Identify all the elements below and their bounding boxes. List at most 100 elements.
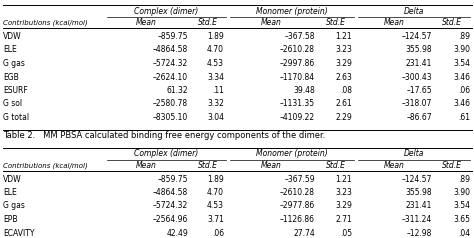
- Text: –2624.10: –2624.10: [153, 73, 188, 81]
- Text: 2.63: 2.63: [335, 73, 352, 81]
- Text: .04: .04: [458, 228, 470, 238]
- Text: 2.61: 2.61: [335, 99, 352, 109]
- Text: Std.E: Std.E: [198, 160, 218, 169]
- Text: –12.98: –12.98: [407, 228, 432, 238]
- Text: 2.71: 2.71: [335, 215, 352, 224]
- Text: Delta: Delta: [404, 149, 424, 159]
- Text: 355.98: 355.98: [405, 188, 432, 197]
- Text: 4.53: 4.53: [207, 202, 224, 210]
- Text: 3.54: 3.54: [453, 202, 470, 210]
- Text: Std.E: Std.E: [198, 18, 218, 27]
- Text: –318.07: –318.07: [401, 99, 432, 109]
- Text: ELE: ELE: [3, 188, 17, 197]
- Text: G gas: G gas: [3, 202, 25, 210]
- Text: 2.29: 2.29: [335, 113, 352, 122]
- Text: Monomer (protein): Monomer (protein): [256, 149, 328, 159]
- Text: –311.24: –311.24: [402, 215, 432, 224]
- Text: 1.89: 1.89: [207, 174, 224, 183]
- Text: EPB: EPB: [3, 215, 18, 224]
- Text: 3.90: 3.90: [453, 45, 470, 55]
- Text: .05: .05: [340, 228, 352, 238]
- Text: –2977.86: –2977.86: [280, 202, 315, 210]
- Text: –2580.78: –2580.78: [153, 99, 188, 109]
- Text: ECAVITY: ECAVITY: [3, 228, 35, 238]
- Text: 1.89: 1.89: [207, 32, 224, 41]
- Text: 3.32: 3.32: [207, 99, 224, 109]
- Text: –124.57: –124.57: [401, 32, 432, 41]
- Text: –5724.32: –5724.32: [153, 202, 188, 210]
- Text: EGB: EGB: [3, 73, 19, 81]
- Text: –8305.10: –8305.10: [153, 113, 188, 122]
- Text: –1170.84: –1170.84: [280, 73, 315, 81]
- Text: 4.70: 4.70: [207, 45, 224, 55]
- Text: 3.34: 3.34: [207, 73, 224, 81]
- Text: Mean: Mean: [261, 160, 282, 169]
- Text: –86.67: –86.67: [406, 113, 432, 122]
- Text: 3.65: 3.65: [453, 215, 470, 224]
- Text: –124.57: –124.57: [401, 174, 432, 183]
- Text: Mean: Mean: [136, 160, 157, 169]
- Text: 3.46: 3.46: [453, 73, 470, 81]
- Text: 3.90: 3.90: [453, 188, 470, 197]
- Text: –859.75: –859.75: [157, 174, 188, 183]
- Text: –300.43: –300.43: [401, 73, 432, 81]
- Text: –5724.32: –5724.32: [153, 59, 188, 68]
- Text: 3.29: 3.29: [335, 59, 352, 68]
- Text: –367.59: –367.59: [284, 174, 315, 183]
- Text: Complex (dimer): Complex (dimer): [134, 7, 199, 16]
- Text: Std.E: Std.E: [326, 160, 346, 169]
- Text: .89: .89: [458, 174, 470, 183]
- Text: 3.71: 3.71: [207, 215, 224, 224]
- Text: Std.E: Std.E: [442, 18, 462, 27]
- Text: 3.23: 3.23: [335, 45, 352, 55]
- Text: 1.21: 1.21: [336, 174, 352, 183]
- Text: .89: .89: [458, 32, 470, 41]
- Text: ESURF: ESURF: [3, 86, 28, 95]
- Text: –2610.28: –2610.28: [280, 188, 315, 197]
- Text: .08: .08: [340, 86, 352, 95]
- Text: 3.23: 3.23: [335, 188, 352, 197]
- Text: 3.29: 3.29: [335, 202, 352, 210]
- Text: Mean: Mean: [136, 18, 157, 27]
- Text: .06: .06: [458, 86, 470, 95]
- Text: –2610.28: –2610.28: [280, 45, 315, 55]
- Text: Mean: Mean: [383, 18, 404, 27]
- Text: 4.53: 4.53: [207, 59, 224, 68]
- Text: 355.98: 355.98: [405, 45, 432, 55]
- Text: –367.58: –367.58: [284, 32, 315, 41]
- Text: –1126.86: –1126.86: [280, 215, 315, 224]
- Text: –2564.96: –2564.96: [153, 215, 188, 224]
- Text: –4864.58: –4864.58: [153, 188, 188, 197]
- Text: 61.32: 61.32: [166, 86, 188, 95]
- Text: VDW: VDW: [3, 32, 22, 41]
- Text: –17.65: –17.65: [406, 86, 432, 95]
- Text: 4.70: 4.70: [207, 188, 224, 197]
- Text: 27.74: 27.74: [293, 228, 315, 238]
- Text: Monomer (protein): Monomer (protein): [256, 7, 328, 16]
- Text: 231.41: 231.41: [406, 202, 432, 210]
- Text: 42.49: 42.49: [166, 228, 188, 238]
- Text: Std.E: Std.E: [326, 18, 346, 27]
- Text: –2997.86: –2997.86: [280, 59, 315, 68]
- Text: Contributions (kcal/mol): Contributions (kcal/mol): [3, 162, 88, 169]
- Text: 3.54: 3.54: [453, 59, 470, 68]
- Text: –4864.58: –4864.58: [153, 45, 188, 55]
- Text: Mean: Mean: [261, 18, 282, 27]
- Text: –1131.35: –1131.35: [280, 99, 315, 109]
- Text: 1.21: 1.21: [336, 32, 352, 41]
- Text: Complex (dimer): Complex (dimer): [134, 149, 199, 159]
- Text: 3.46: 3.46: [453, 99, 470, 109]
- Text: G total: G total: [3, 113, 29, 122]
- Text: 39.48: 39.48: [293, 86, 315, 95]
- Text: ELE: ELE: [3, 45, 17, 55]
- Text: .06: .06: [212, 228, 224, 238]
- Text: Table 2.   MM PBSA calculated binding free energy components of the dimer.: Table 2. MM PBSA calculated binding free…: [3, 130, 325, 139]
- Text: G sol: G sol: [3, 99, 22, 109]
- Text: 3.04: 3.04: [207, 113, 224, 122]
- Text: Mean: Mean: [383, 160, 404, 169]
- Text: .61: .61: [458, 113, 470, 122]
- Text: Delta: Delta: [404, 7, 424, 16]
- Text: .11: .11: [212, 86, 224, 95]
- Text: Contributions (kcal/mol): Contributions (kcal/mol): [3, 20, 88, 26]
- Text: Std.E: Std.E: [442, 160, 462, 169]
